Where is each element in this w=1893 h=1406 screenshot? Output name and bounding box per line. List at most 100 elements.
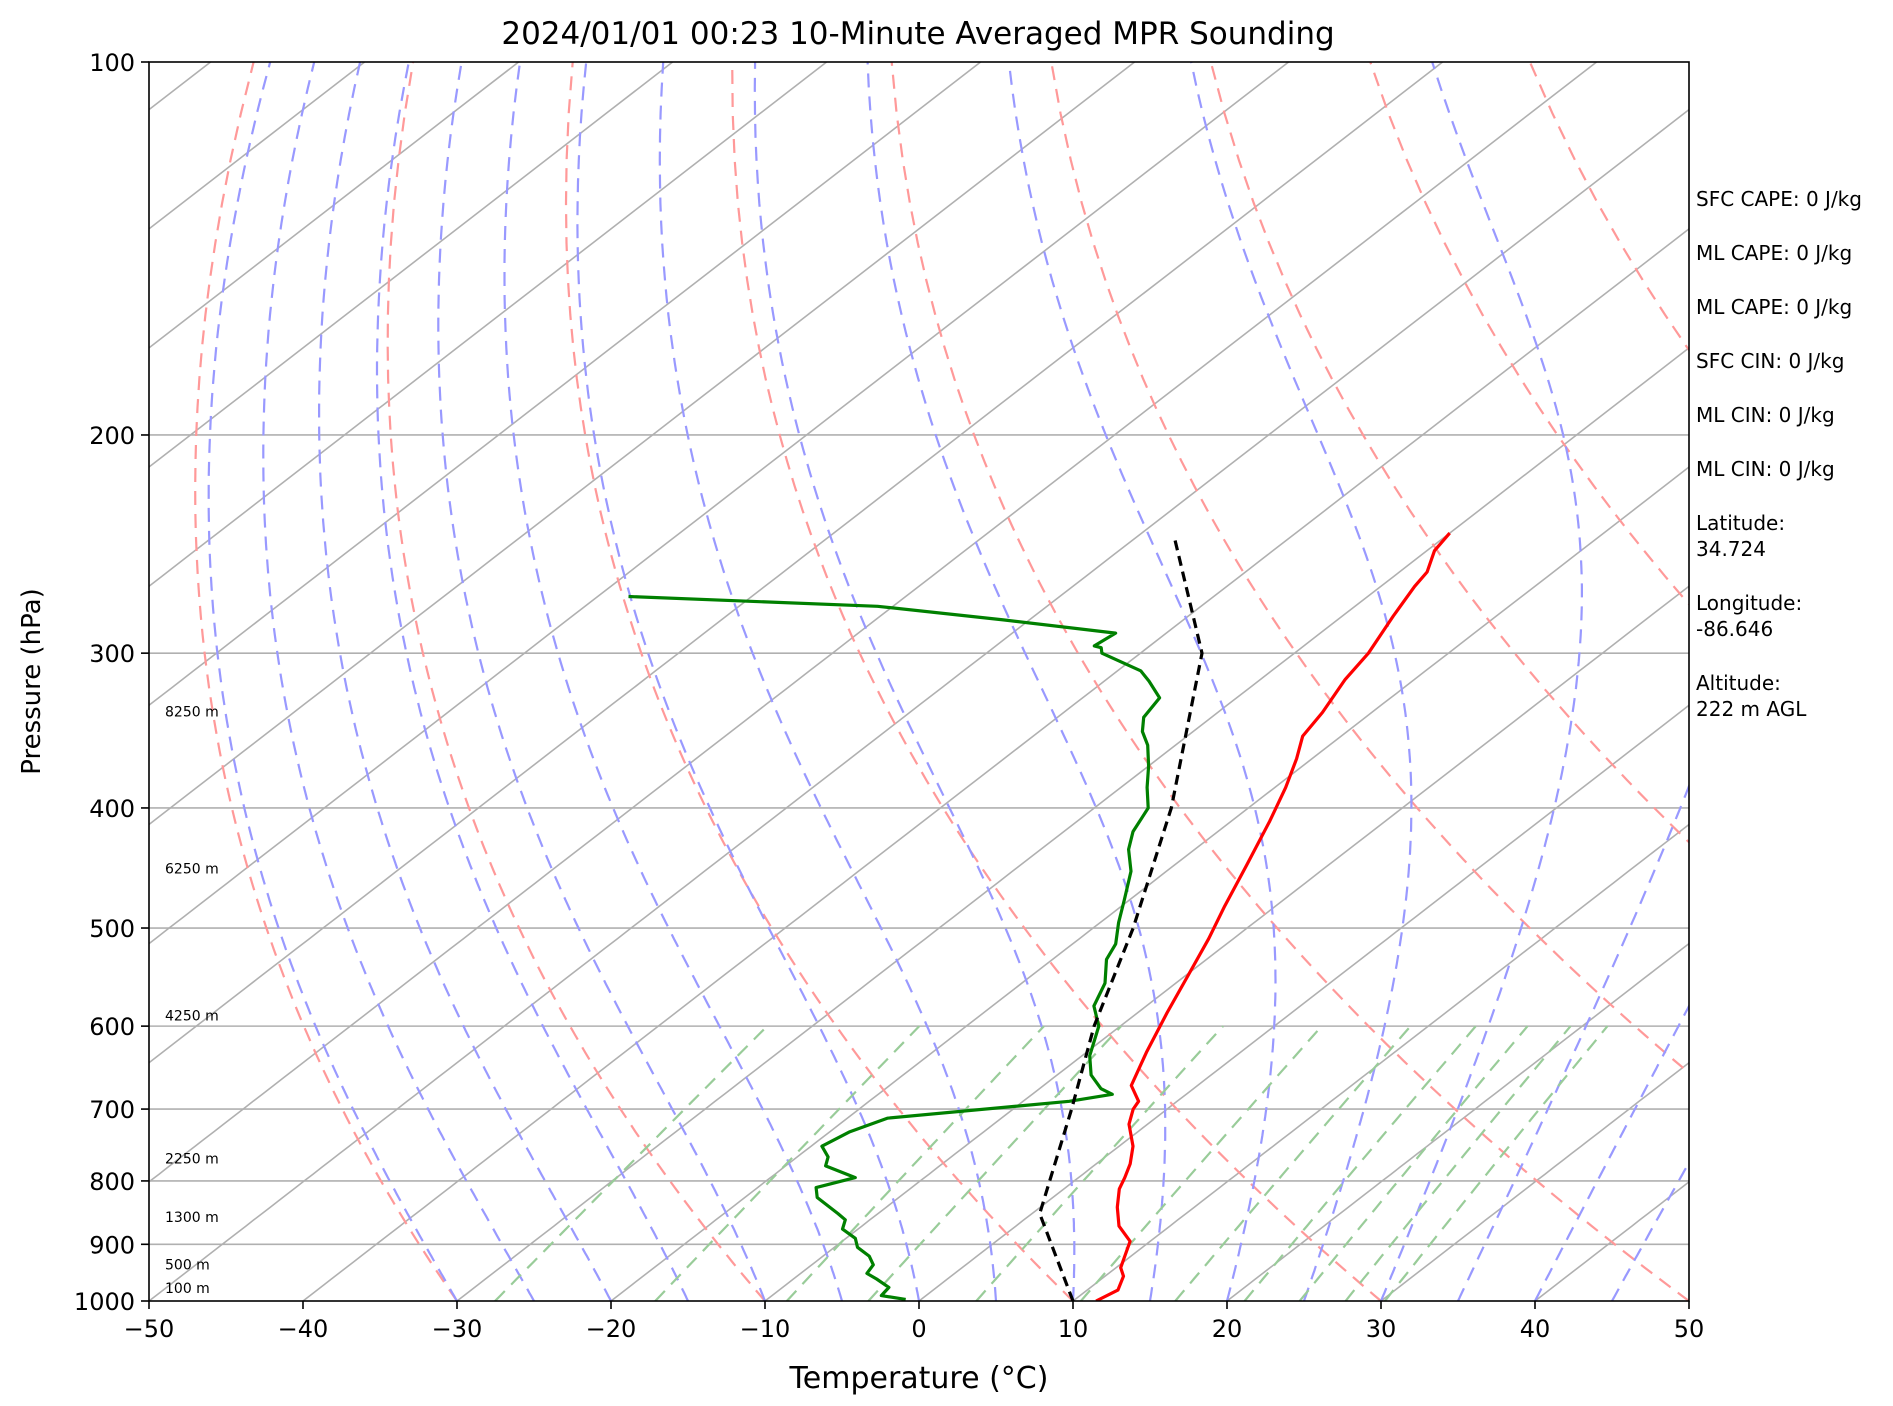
dry-adiabat-line — [1209, 62, 1689, 844]
stat-sfc-cin: SFC CIN: 0 J/kg — [1696, 349, 1845, 373]
dry-adiabat-line — [386, 62, 766, 1301]
x-tick-label: 10 — [1058, 1315, 1089, 1343]
y-tick-label: 500 — [89, 915, 135, 943]
moist-adiabat-line — [1457, 783, 1689, 1301]
height-label: 8250 m — [165, 705, 219, 721]
y-axis-title: Pressure (hPa) — [17, 588, 47, 775]
x-axis-title: Temperature (°C) — [789, 1361, 1049, 1396]
mixing-ratio-line — [1174, 1025, 1412, 1301]
longitude-block: Longitude: -86.646 — [1696, 590, 1862, 642]
longitude-value: -86.646 — [1696, 617, 1774, 641]
isotherm-line — [149, 108, 1689, 1301]
height-label: 2250 m — [165, 1151, 219, 1167]
moist-adiabat-line — [1379, 62, 1583, 1301]
moist-adiabat-line — [503, 62, 844, 1301]
y-tick-label: 1000 — [74, 1288, 135, 1316]
height-label: 6250 m — [165, 861, 219, 877]
isotherm-line — [149, 62, 982, 707]
isotherm-line — [149, 62, 1598, 1183]
sounding-trace-1 — [628, 594, 1162, 1301]
y-tick-label: 700 — [89, 1096, 135, 1124]
y-tick-label: 100 — [89, 49, 135, 77]
x-tick-label: 50 — [1674, 1315, 1705, 1343]
x-tick-label: 40 — [1520, 1315, 1551, 1343]
mixing-ratio-line — [1384, 1025, 1609, 1301]
moist-adiabat-line — [318, 62, 612, 1301]
stat-ml-cin-2: ML CIN: 0 J/kg — [1696, 457, 1835, 481]
longitude-label: Longitude: — [1696, 591, 1803, 615]
dry-adiabat-line — [731, 62, 1382, 1301]
dry-adiabat-line — [890, 62, 1689, 1301]
isotherm-line — [1226, 942, 1689, 1301]
dry-adiabat-line — [564, 62, 1074, 1301]
isotherm-line — [149, 62, 1136, 826]
isotherm-line — [1380, 1061, 1689, 1301]
dry-adiabat-line — [194, 62, 458, 1301]
sounding-traces — [628, 532, 1451, 1301]
isotherm-line — [1072, 823, 1689, 1301]
chart-title: 2024/01/01 00:23 10-Minute Averaged MPR … — [501, 16, 1335, 52]
moist-adiabat-line — [1611, 1160, 1689, 1301]
isotherm-line — [764, 585, 1689, 1301]
mixing-ratio-line — [867, 1025, 1122, 1301]
moist-adiabat-line — [375, 62, 689, 1301]
latitude-value: 34.724 — [1696, 537, 1766, 561]
altitude-block: Altitude: 222 m AGL — [1696, 670, 1862, 722]
altitude-label: Altitude: — [1696, 671, 1781, 695]
stat-ml-cape: ML CAPE: 0 J/kg — [1696, 241, 1853, 265]
height-label: 500 m — [165, 1257, 210, 1273]
x-tick-label: −50 — [124, 1315, 175, 1343]
x-tick-label: 20 — [1212, 1315, 1243, 1343]
y-tick-label: 600 — [89, 1013, 135, 1041]
moist-adiabat-line — [866, 62, 1167, 1301]
isotherm-line — [149, 62, 1290, 945]
isotherm-line — [149, 62, 828, 588]
mixing-ratio-line — [494, 1025, 768, 1301]
isotherm-line — [149, 62, 366, 230]
moist-adiabat-line — [1007, 62, 1277, 1301]
axes: 8250 m 6250 m 4250 m 2250 m 1300 m 500 m 100 m… — [17, 49, 1704, 1396]
y-tick-label: 400 — [89, 795, 135, 823]
mixing-ratio-line — [1344, 1025, 1572, 1301]
mixing-ratio-line — [1298, 1025, 1529, 1301]
moist-adiabat-line — [437, 62, 767, 1301]
stat-ml-cape-2: ML CAPE: 0 J/kg — [1696, 295, 1853, 319]
isotherm-line — [149, 62, 520, 349]
sounding-info-panel: SFC CAPE: 0 J/kg ML CAPE: 0 J/kg ML CAPE… — [1696, 186, 1862, 750]
y-tick-label: 900 — [89, 1231, 135, 1259]
isotherm-line — [456, 346, 1689, 1301]
y-tick-label: 800 — [89, 1168, 135, 1196]
y-tick-label: 200 — [89, 422, 135, 450]
isotherm-line — [918, 704, 1689, 1301]
mixing-ratio-line — [785, 1025, 1045, 1301]
x-tick-label: −40 — [278, 1315, 329, 1343]
mixing-ratio-line — [1080, 1025, 1323, 1301]
isotherm-line — [149, 62, 1444, 1064]
x-tick-label: 30 — [1366, 1315, 1397, 1343]
moist-adiabat-line — [207, 62, 458, 1301]
latitude-block: Latitude: 34.724 — [1696, 510, 1862, 562]
stat-ml-cin: ML CIN: 0 J/kg — [1696, 403, 1835, 427]
moist-adiabat-line — [1534, 1003, 1689, 1301]
moist-adiabat-line — [262, 62, 535, 1301]
mixing-ratio-line — [654, 1025, 921, 1301]
mixing-ratio-line — [975, 1025, 1224, 1301]
altitude-value: 222 m AGL — [1696, 697, 1807, 721]
moist-adiabat-line — [1190, 62, 1413, 1301]
stat-sfc-cape: SFC CAPE: 0 J/kg — [1696, 187, 1862, 211]
y-tick-label: 300 — [89, 640, 135, 668]
x-tick-label: 0 — [911, 1315, 926, 1343]
isotherm-line — [302, 227, 1689, 1301]
moist-adiabat-line — [576, 62, 921, 1301]
isotherm-line — [1534, 1180, 1689, 1301]
dry-adiabat-line — [1369, 62, 1689, 606]
sounding-trace-0 — [1095, 532, 1451, 1301]
height-label: 100 m — [165, 1281, 210, 1297]
sounding-trace-2 — [1038, 537, 1204, 1301]
background-grid — [149, 62, 1689, 1301]
moist-adiabat-line — [753, 62, 1076, 1301]
x-tick-label: −10 — [740, 1315, 791, 1343]
x-tick-label: −20 — [586, 1315, 637, 1343]
latitude-label: Latitude: — [1696, 511, 1786, 535]
